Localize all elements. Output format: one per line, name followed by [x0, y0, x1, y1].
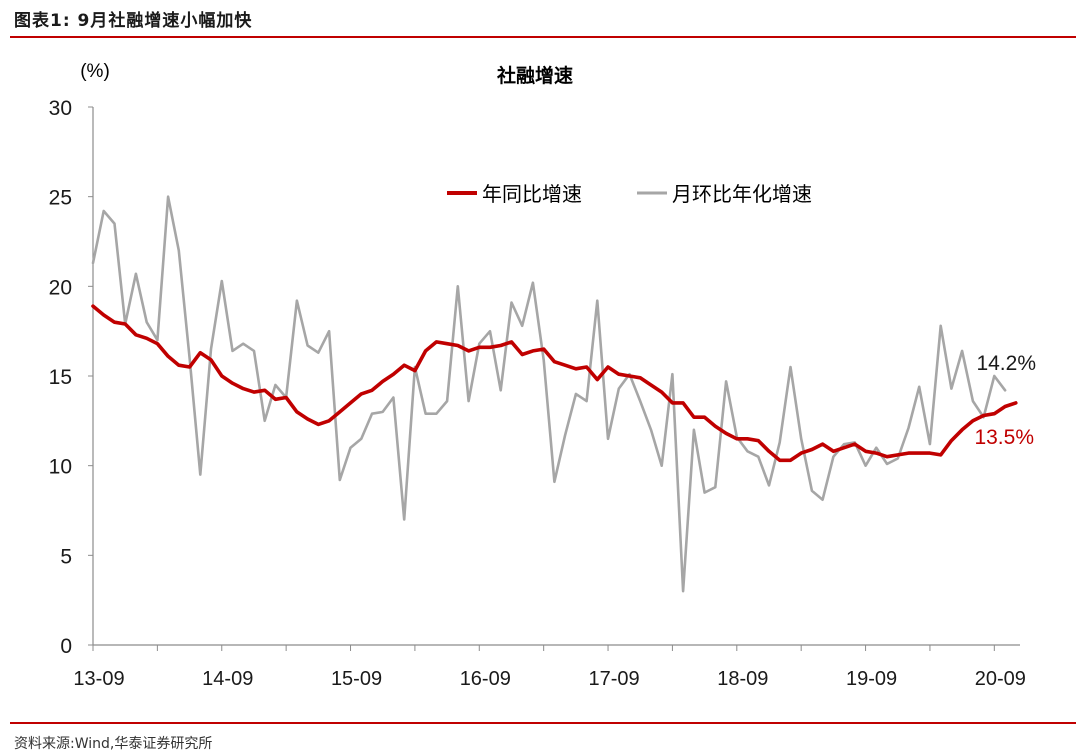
legend-label-yoy: 年同比增速 [482, 183, 582, 206]
x-tick-label: 20-09 [975, 668, 1026, 690]
x-tick-label: 13-09 [73, 668, 124, 690]
source-note: 资料来源:Wind,华泰证券研究所 [14, 736, 213, 752]
y-tick-label: 0 [60, 635, 72, 658]
end-label-yoy: 13.5% [974, 426, 1034, 449]
title-divider [10, 36, 1076, 38]
y-tick-label: 25 [49, 187, 72, 210]
y-axis-unit-label: (%) [80, 61, 110, 82]
series-layer [91, 195, 1018, 593]
x-tick-label: 16-09 [460, 668, 511, 690]
x-tick-label: 14-09 [202, 668, 253, 690]
x-tick-label: 15-09 [331, 668, 382, 690]
x-tick-label: 17-09 [588, 668, 639, 690]
legend: 年同比增速 月环比年化增速 [447, 183, 812, 206]
x-tick-label: 19-09 [846, 668, 897, 690]
y-tick-label: 20 [49, 276, 72, 299]
end-label-mom: 14.2% [976, 352, 1036, 375]
footer-divider [10, 722, 1076, 724]
figure-title: 图表1: 9月社融增速小幅加快 [14, 11, 253, 31]
y-tick-label: 30 [49, 97, 72, 120]
series-line-yoy [91, 304, 1018, 463]
chart-title: 社融增速 [496, 64, 573, 87]
series-line-mom [91, 195, 1007, 593]
axes: 0 5 10 15 20 25 30 13-09 14-09 15-09 16-09 17-09 18-… [49, 97, 1026, 690]
y-tick-label: 10 [49, 456, 72, 479]
x-tick-label: 18-09 [717, 668, 768, 690]
y-tick-label: 15 [49, 366, 72, 389]
legend-label-mom: 月环比年化增速 [672, 183, 812, 206]
y-tick-label: 5 [60, 545, 72, 568]
